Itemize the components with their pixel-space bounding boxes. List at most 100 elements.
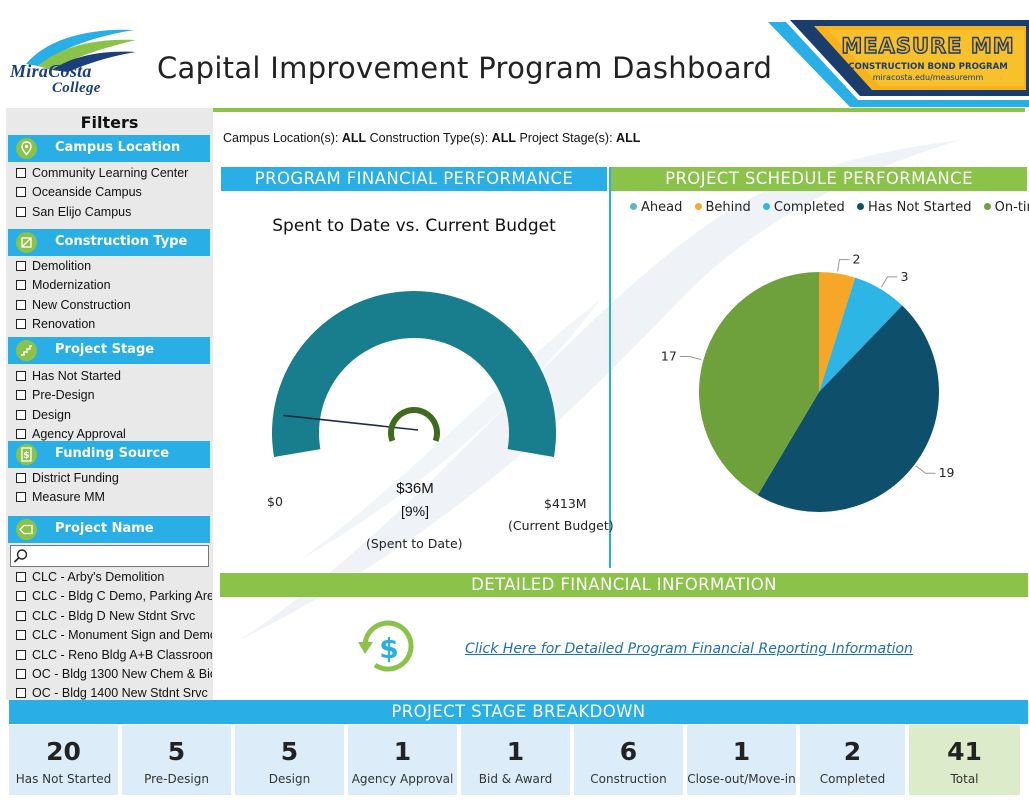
checkbox[interactable] bbox=[16, 300, 26, 310]
option-label: CLC - Arby's Demolition bbox=[32, 570, 165, 584]
project-search-input[interactable] bbox=[10, 545, 209, 567]
stairs-icon bbox=[16, 340, 37, 361]
stage-label: Construction bbox=[590, 772, 667, 786]
badge-title: MEASURE MM bbox=[841, 33, 1015, 58]
map-pin-icon bbox=[16, 138, 37, 159]
stage-label: Pre-Design bbox=[144, 772, 209, 786]
option-label: Agency Approval bbox=[32, 427, 126, 441]
checkbox[interactable] bbox=[16, 187, 26, 197]
checkbox[interactable] bbox=[16, 319, 26, 329]
filter-option-project[interactable]: CLC - Bldg C Demo, Parking Area bbox=[16, 589, 212, 603]
type-criteria-value: ALL bbox=[491, 131, 516, 145]
checkbox[interactable] bbox=[16, 591, 26, 601]
stage-label: Has Not Started bbox=[15, 772, 112, 786]
logo-text-line2: College bbox=[52, 80, 101, 96]
stage-card-agency-approval: 1 Agency Approval bbox=[348, 725, 457, 795]
gauge-max-label: $413M bbox=[544, 496, 587, 511]
filter-option-community-learning-center[interactable]: Community Learning Center bbox=[16, 166, 212, 180]
checkbox[interactable] bbox=[16, 280, 26, 290]
filter-option-san-elijo-campus[interactable]: San Elijo Campus bbox=[16, 205, 212, 219]
stage-card-construction: 6 Construction bbox=[574, 725, 683, 795]
filter-option-project[interactable]: CLC - Bldg D New Stdnt Srvc bbox=[16, 609, 212, 623]
filter-option-district-funding[interactable]: District Funding bbox=[16, 471, 212, 485]
filter-section-construction-type[interactable]: Construction Type bbox=[8, 229, 210, 256]
stage-label: Design bbox=[268, 772, 311, 786]
filter-option-demolition[interactable]: Demolition bbox=[16, 259, 212, 273]
checkbox[interactable] bbox=[16, 207, 26, 217]
filter-option-renovation[interactable]: Renovation bbox=[16, 317, 212, 331]
checkbox[interactable] bbox=[16, 473, 26, 483]
gauge-min-label: $0 bbox=[267, 494, 283, 509]
checkbox[interactable] bbox=[16, 669, 26, 679]
checkbox[interactable] bbox=[16, 688, 26, 698]
stage-count: 5 bbox=[280, 737, 299, 766]
legend-label: Behind bbox=[705, 200, 751, 215]
checkbox[interactable] bbox=[16, 611, 26, 621]
stage-label: Close-out/Move-in bbox=[687, 772, 796, 786]
checkbox[interactable] bbox=[16, 429, 26, 439]
filter-option-has-not-started[interactable]: Has Not Started bbox=[16, 369, 212, 383]
checkbox[interactable] bbox=[16, 371, 26, 381]
stage-count: 1 bbox=[393, 737, 412, 766]
filter-option-modernization[interactable]: Modernization bbox=[16, 278, 212, 292]
checkbox[interactable] bbox=[16, 168, 26, 178]
filter-option-oceanside-campus[interactable]: Oceanside Campus bbox=[16, 185, 212, 199]
filter-option-design[interactable]: Design bbox=[16, 408, 212, 422]
option-label: Oceanside Campus bbox=[32, 185, 142, 199]
panel-divider bbox=[609, 167, 611, 568]
stage-card-bid-award: 1 Bid & Award bbox=[461, 725, 570, 795]
filter-option-project[interactable]: OC - Bldg 1300 New Chem & Bio bbox=[16, 667, 212, 681]
financial-performance-header: PROGRAM FINANCIAL PERFORMANCE bbox=[221, 167, 607, 191]
stage-criteria-label: Project Stage(s): bbox=[519, 131, 613, 145]
filter-option-new-construction[interactable]: New Construction bbox=[16, 298, 212, 312]
gauge-max-caption: (Current Budget) bbox=[508, 518, 614, 533]
pie-leader-line bbox=[915, 465, 936, 474]
stage-count: 20 bbox=[46, 737, 81, 766]
checkbox[interactable] bbox=[16, 630, 26, 640]
dollar-doc-icon: $ bbox=[16, 444, 37, 465]
legend-item-has-not-started: Has Not Started bbox=[856, 200, 972, 215]
checkbox[interactable] bbox=[16, 261, 26, 271]
campus-criteria-label: Campus Location(s): bbox=[223, 131, 339, 145]
stage-label: Total bbox=[950, 772, 979, 786]
financial-report-link[interactable]: Click Here for Detailed Program Financia… bbox=[465, 641, 913, 657]
stage-label: Agency Approval bbox=[351, 772, 454, 786]
pie-data-label: 3 bbox=[900, 269, 908, 284]
pie-leader-line bbox=[679, 355, 702, 361]
filter-option-project[interactable]: CLC - Monument Sign and Demo bbox=[16, 628, 212, 642]
legend-label: On-time bbox=[994, 200, 1029, 215]
pie-leader-line bbox=[837, 259, 850, 272]
stage-card-has-not-started: 20 Has Not Started bbox=[9, 725, 118, 795]
detailed-financial-header: DETAILED FINANCIAL INFORMATION bbox=[220, 573, 1028, 597]
filter-section-project-name[interactable]: Project Name bbox=[8, 516, 210, 543]
schedule-performance-header: PROJECT SCHEDULE PERFORMANCE bbox=[611, 167, 1027, 191]
checkbox[interactable] bbox=[16, 492, 26, 502]
checkbox[interactable] bbox=[16, 390, 26, 400]
checkbox[interactable] bbox=[16, 410, 26, 420]
pie-data-label: 19 bbox=[939, 465, 955, 480]
filter-option-agency-approval[interactable]: Agency Approval bbox=[16, 427, 212, 441]
spent-budget-gauge bbox=[272, 290, 556, 458]
filter-section-project-stage[interactable]: Project Stage bbox=[8, 337, 210, 364]
svg-text:$: $ bbox=[379, 632, 398, 665]
option-label: Demolition bbox=[32, 259, 92, 273]
stage-criteria-value: ALL bbox=[616, 131, 641, 145]
pie-data-label: 2 bbox=[852, 252, 860, 267]
filter-section-funding-source[interactable]: $ Funding Source bbox=[8, 441, 210, 468]
option-label: Community Learning Center bbox=[32, 166, 189, 180]
filter-section-campus-location[interactable]: Campus Location bbox=[8, 135, 210, 162]
filter-option-project[interactable]: CLC - Arby's Demolition bbox=[16, 570, 212, 584]
filter-option-project[interactable]: CLC - Reno Bldg A+B Classrooms bbox=[16, 648, 212, 662]
checkbox[interactable] bbox=[16, 650, 26, 660]
option-label: New Construction bbox=[32, 298, 131, 312]
filters-sidebar: Filters Campus Location Community Learni… bbox=[6, 108, 213, 700]
legend-label: Completed bbox=[773, 200, 845, 215]
filter-option-project[interactable]: OC - Bldg 1400 New Stdnt Srvc bbox=[16, 686, 212, 700]
dollar-refresh-icon[interactable]: $ bbox=[355, 612, 421, 680]
filter-option-measure-mm[interactable]: Measure MM bbox=[16, 490, 212, 504]
checkbox[interactable] bbox=[16, 572, 26, 582]
stage-count: 1 bbox=[732, 737, 751, 766]
option-label: District Funding bbox=[32, 471, 119, 485]
option-label: Measure MM bbox=[32, 490, 105, 504]
filter-option-pre-design[interactable]: Pre-Design bbox=[16, 388, 212, 402]
